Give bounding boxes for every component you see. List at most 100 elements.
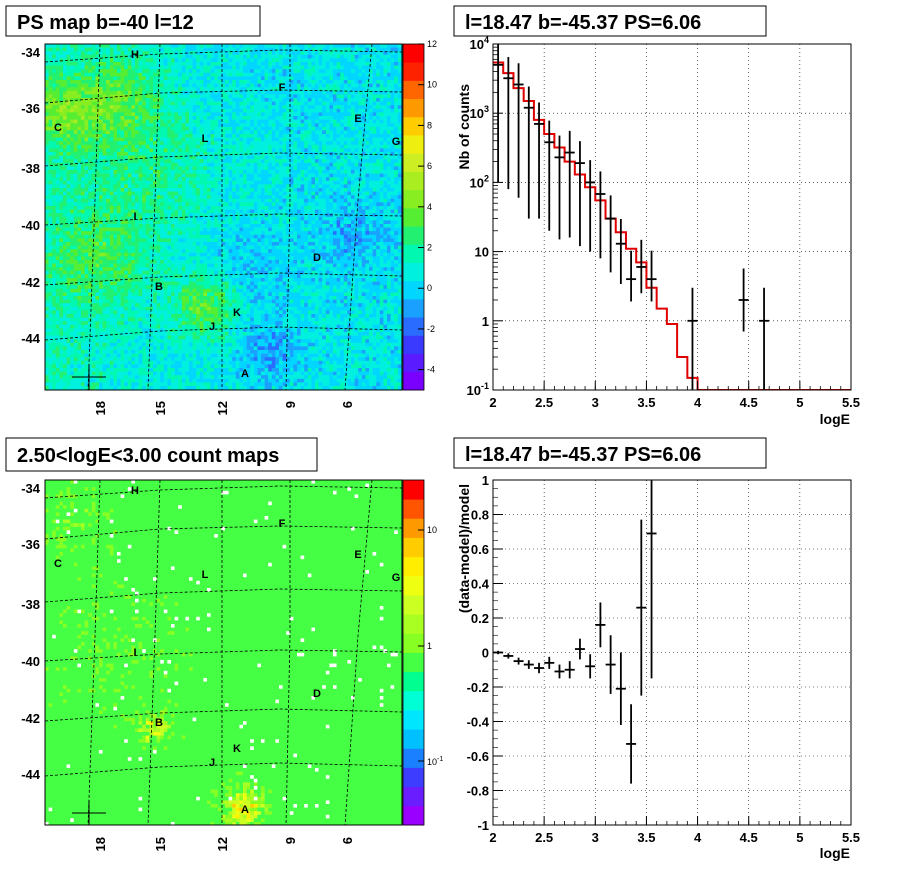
- source-label-i: I: [133, 647, 136, 659]
- colorbar-segment: [403, 80, 424, 100]
- source-label-l: L: [202, 133, 209, 145]
- map-x-tick-label: 9: [283, 837, 298, 844]
- colorbar-segment: [403, 153, 424, 172]
- spectrum-x-axis-label: logE: [820, 411, 850, 427]
- residuals-title: l=18.47 b=-45.37 PS=6.06: [465, 444, 701, 466]
- residuals-x-tick-label: 5.5: [842, 830, 860, 845]
- grid-latitude-line: [45, 525, 402, 540]
- grid-longitude-line: [87, 480, 101, 825]
- ps-map-panel: PS map b=-40 l=12 -34-36-38-40-42-44 18 1…: [5, 5, 437, 415]
- source-label-i: I: [133, 211, 136, 223]
- colorbar-segment: [403, 652, 424, 673]
- grid-longitude-line: [344, 44, 373, 390]
- source-label-h: H: [131, 485, 139, 497]
- residuals-y-tick-label: -0.8: [467, 784, 489, 799]
- residuals-y-tick-label: 0: [482, 646, 489, 661]
- colorbar-tick-label: 10: [427, 80, 437, 90]
- map-x-tick-label: 6: [340, 837, 355, 844]
- source-label-h: H: [131, 49, 139, 61]
- ps-map-source-labels: H F C E L G I D B K J A: [54, 49, 400, 380]
- map-x-tick-label: 6: [340, 401, 355, 408]
- ps-map-title-box: [5, 5, 261, 37]
- grid-latitude-line: [45, 762, 402, 777]
- source-label-d: D: [313, 688, 321, 700]
- ps-map-title: PS map b=-40 l=12: [17, 12, 194, 34]
- colorbar-tick-label: 8: [427, 120, 432, 130]
- colorbar-tick-label: 10: [427, 525, 437, 535]
- grid-longitude-line: [147, 480, 161, 825]
- ps-map-y-tick-labels: -34 -36 -38 -40 -42 -44: [21, 45, 41, 346]
- source-label-f: F: [279, 82, 286, 94]
- residuals-y-tick-label: 0.4: [471, 577, 490, 592]
- grid-latitude-line: [45, 485, 402, 499]
- spectrum-x-tick-label: 3.5: [637, 395, 655, 410]
- residuals-x-tick-label: 3.5: [637, 830, 655, 845]
- count-map-y-tick-labels: -34 -36 -38 -40 -42 -44: [21, 481, 41, 782]
- colorbar-segment: [403, 537, 424, 558]
- spectrum-x-tick-label: 2: [489, 395, 496, 410]
- spectrum-title: l=18.47 b=-45.37 PS=6.06: [465, 12, 701, 34]
- map-y-tick-label: -36: [21, 101, 40, 116]
- map-y-tick-label: -36: [21, 537, 40, 552]
- map-y-tick-label: -38: [21, 161, 40, 176]
- residuals-data-points: [493, 480, 657, 784]
- residuals-y-tick-label: -0.6: [467, 749, 489, 764]
- colorbar-segment: [403, 595, 424, 615]
- grid-latitude-line: [45, 649, 402, 662]
- grid-longitude-line: [344, 480, 373, 825]
- spectrum-data-points: [493, 44, 770, 390]
- colorbar-segment: [403, 671, 424, 692]
- residuals-y-tick-label: 1: [482, 473, 489, 488]
- colorbar-segment: [403, 189, 424, 209]
- grid-longitude-line: [87, 44, 101, 390]
- map-x-tick-label: 18: [93, 401, 108, 415]
- ps-map-coordinate-grid: [45, 44, 402, 390]
- source-label-b: B: [155, 281, 163, 293]
- spectrum-title-box: [453, 5, 767, 37]
- colorbar-segment: [403, 371, 424, 391]
- source-label-g: G: [392, 136, 401, 148]
- colorbar-segment: [403, 116, 424, 136]
- grid-latitude-line: [45, 588, 402, 603]
- colorbar-segment: [403, 767, 424, 788]
- map-y-tick-label: -42: [21, 711, 40, 726]
- grid-latitude-line: [45, 213, 402, 226]
- spectrum-x-tick-label: 3: [592, 395, 599, 410]
- colorbar-tick-label: -4: [427, 365, 435, 375]
- colorbar-tick-label: 12: [427, 39, 437, 49]
- spectrum-x-tick-label: 4: [694, 395, 702, 410]
- colorbar-segment: [403, 480, 424, 500]
- colorbar-segment: [403, 317, 424, 336]
- map-y-tick-label: -40: [21, 654, 40, 669]
- source-label-d: D: [313, 252, 321, 264]
- residuals-y-axis-label: (data-model)/model: [456, 484, 472, 613]
- spectrum-x-tick-label: 5: [796, 395, 803, 410]
- spectrum-y-tick-label: 103: [470, 104, 489, 121]
- colorbar-tick-label: 4: [427, 202, 432, 212]
- count-map-frame: [44, 479, 403, 826]
- grid-latitude-line: [45, 152, 402, 167]
- grid-latitude-line: [45, 272, 402, 286]
- residuals-x-tick-label: 2: [489, 830, 496, 845]
- spectrum-y-tick-label: 102: [470, 173, 489, 190]
- source-label-f: F: [279, 518, 286, 530]
- count-map-source-labels: H F C E L G I D B K J A: [54, 485, 400, 816]
- colorbar-segment: [403, 518, 424, 538]
- colorbar-segment: [403, 280, 424, 300]
- colorbar-segment: [403, 556, 424, 577]
- colorbar-tick-label: 2: [427, 243, 432, 253]
- colorbar-segment: [403, 298, 424, 318]
- residuals-title-box: [453, 437, 767, 469]
- colorbar-segment: [403, 262, 424, 282]
- map-x-tick-label: 15: [153, 401, 168, 415]
- colorbar-segment: [403, 805, 424, 826]
- grid-latitude-line: [45, 89, 402, 104]
- grid-longitude-line: [147, 44, 161, 390]
- colorbar-segment: [403, 690, 424, 711]
- residuals-grid: [492, 479, 852, 826]
- colorbar-segment: [403, 335, 424, 354]
- source-label-b: B: [155, 717, 163, 729]
- colorbar-tick-label: 10-1: [427, 756, 443, 767]
- residuals-y-tick-label: -0.2: [467, 680, 489, 695]
